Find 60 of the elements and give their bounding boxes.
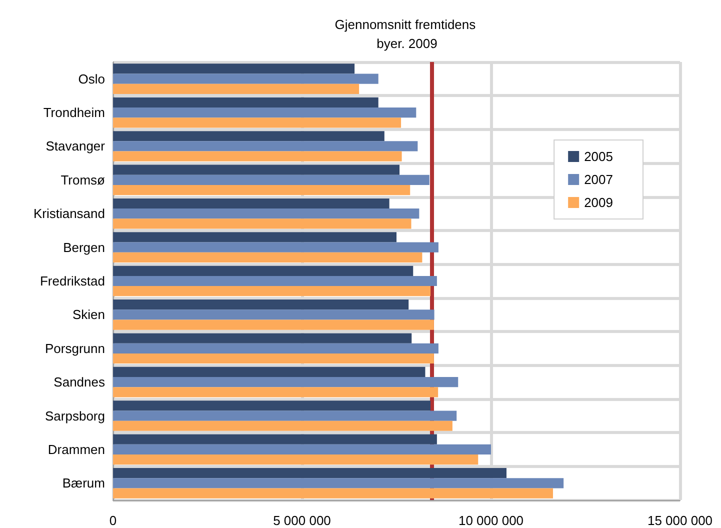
x-tick-label: 10 000 000 xyxy=(458,513,524,528)
bar xyxy=(113,174,430,185)
bar xyxy=(113,266,414,276)
bar xyxy=(113,353,434,364)
legend-label: 2007 xyxy=(584,172,613,187)
bar xyxy=(113,252,422,262)
bar xyxy=(113,74,378,84)
bar xyxy=(113,164,400,175)
bar xyxy=(113,387,438,398)
bar xyxy=(113,118,402,128)
bar xyxy=(113,64,355,74)
bar xyxy=(113,420,452,431)
y-tick-label: Bærum xyxy=(62,476,105,491)
y-tick-label: Trondheim xyxy=(43,105,105,120)
bar xyxy=(113,478,564,488)
bar xyxy=(113,333,412,344)
y-tick-label: Tromsø xyxy=(60,172,106,188)
bar xyxy=(113,208,420,219)
legend-label: 2009 xyxy=(584,195,613,210)
y-tick-label: Kristiansand xyxy=(33,206,105,222)
y-tick-label: Sandnes xyxy=(54,374,106,390)
bar xyxy=(113,400,431,411)
bar xyxy=(113,141,418,152)
bar xyxy=(113,310,434,320)
bar xyxy=(113,151,402,162)
bar xyxy=(113,242,438,252)
y-tick-label: Bergen xyxy=(63,240,105,255)
bar xyxy=(113,97,378,108)
chart-title: Gjennomsnitt fremtidens byer. 2009 xyxy=(334,17,480,51)
bar xyxy=(113,300,409,310)
bar xyxy=(113,320,434,330)
x-tick-label: 5 000 000 xyxy=(273,513,331,528)
y-tick-label: Porsgrunn xyxy=(45,340,105,356)
bar xyxy=(113,276,437,286)
bar xyxy=(113,366,426,378)
y-tick-label: Stavanger xyxy=(46,138,106,154)
bar xyxy=(113,218,412,229)
bar xyxy=(113,232,396,242)
x-tick-label: 15 000 000 xyxy=(647,513,713,528)
bar xyxy=(113,107,416,118)
bar xyxy=(113,286,431,296)
bar xyxy=(113,343,438,354)
bar xyxy=(113,84,360,94)
bar xyxy=(113,454,478,465)
bar xyxy=(113,198,390,209)
y-tick-label: Sarpsborg xyxy=(45,408,105,424)
bar xyxy=(113,131,384,142)
y-tick-label: Skien xyxy=(72,307,105,322)
bar xyxy=(113,488,553,498)
y-tick-label: Drammen xyxy=(48,442,105,457)
bar xyxy=(113,444,491,455)
bar xyxy=(113,377,458,388)
x-tick-label: 0 xyxy=(109,513,117,528)
bar xyxy=(113,468,506,478)
bar xyxy=(113,184,410,196)
bar xyxy=(113,434,437,444)
bar xyxy=(113,410,457,421)
legend-label: 2005 xyxy=(584,149,613,164)
y-tick-label: Oslo xyxy=(78,71,105,86)
y-tick-label: Fredrikstad xyxy=(40,274,105,288)
